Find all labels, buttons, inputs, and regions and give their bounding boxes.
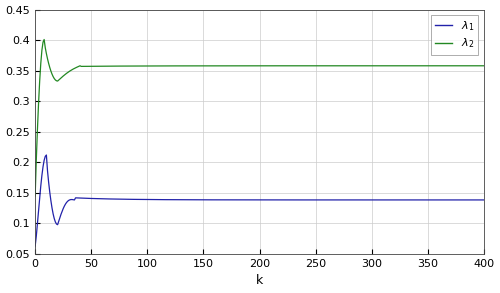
X-axis label: k: k	[256, 275, 263, 287]
Legend: $\lambda_1$, $\lambda_2$: $\lambda_1$, $\lambda_2$	[430, 15, 478, 55]
